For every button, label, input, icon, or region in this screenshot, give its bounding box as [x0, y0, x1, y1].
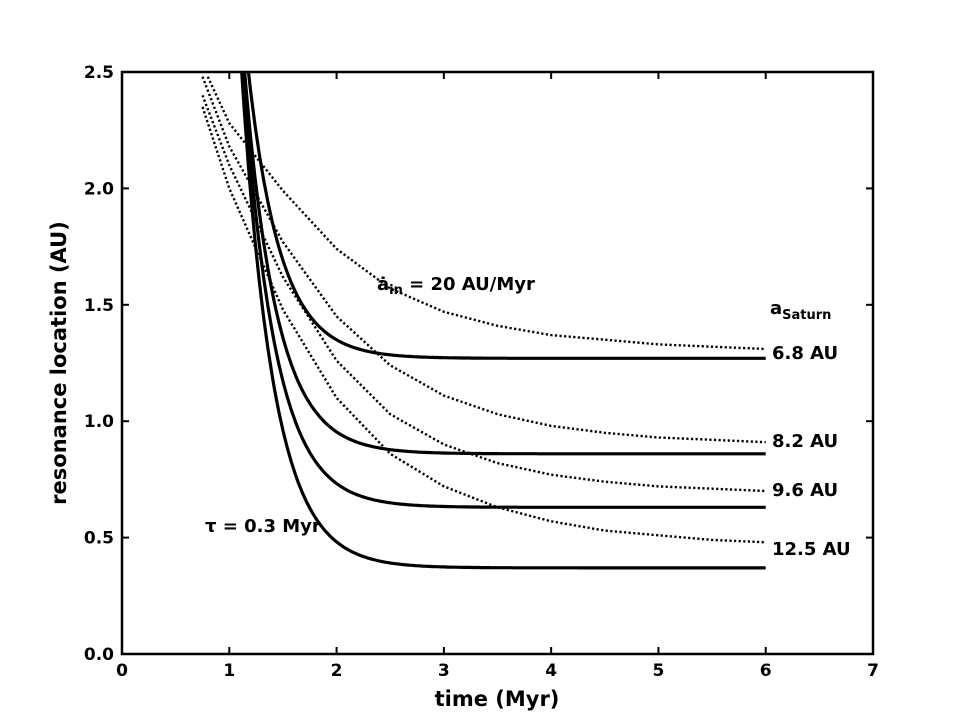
series-label-12-5au: 12.5 AU [772, 539, 851, 560]
solid-curve-3 [240, 72, 766, 570]
ticks-layer: 0 1 2 3 4 5 6 7 0.0 0.5 1.0 1.5 2.0 2.5 [84, 63, 879, 681]
dotted-curve-6 [201, 94, 766, 493]
x-tick-label: 2 [331, 661, 343, 681]
linear-rate-text: = 20 AU/Myr [403, 274, 535, 295]
solid-curve-2 [241, 72, 766, 509]
dotted-curve-5 [201, 76, 766, 444]
plot-frame [120, 70, 875, 656]
solid-curve-0 [246, 72, 766, 360]
series-layer [201, 72, 766, 570]
y-tick-label: 2.0 [84, 179, 114, 199]
series-label-6-8au: 6.8 AU [772, 343, 838, 364]
series-label-8-2au: 8.2 AU [772, 431, 838, 452]
a-dot-symbol: ȧ [377, 274, 389, 295]
x-tick-label: 3 [438, 661, 450, 681]
y-tick-label: 1.0 [84, 412, 114, 432]
x-tick-label: 4 [545, 661, 557, 681]
x-tick-label: 6 [760, 661, 772, 681]
y-tick-label: 1.5 [84, 296, 114, 316]
linear-rate-annotation: ȧin = 20 AU/Myr [377, 274, 535, 298]
x-tick-label: 1 [223, 661, 235, 681]
x-tick-label: 7 [867, 661, 879, 681]
timescale-annotation: τ = 0.3 Myr [205, 516, 321, 537]
series-label-9-6au: 9.6 AU [772, 480, 838, 501]
dotted-curve-4 [206, 76, 766, 351]
x-tick-label: 0 [116, 661, 128, 681]
y-axis-title: resonance location (AU) [47, 221, 71, 505]
y-tick-label: 0.0 [84, 645, 114, 665]
x-tick-label: 5 [653, 661, 665, 681]
legend-header: aSaturn [770, 298, 831, 323]
legend-header-sub: Saturn [782, 308, 831, 323]
a-dot-subscript: in [389, 283, 403, 298]
solid-curve-1 [243, 72, 766, 456]
dotted-curve-7 [201, 106, 766, 544]
y-tick-label: 0.5 [84, 529, 114, 549]
x-axis-title: time (Myr) [435, 687, 560, 711]
y-tick-label: 2.5 [84, 63, 114, 83]
legend-header-main: a [770, 298, 782, 319]
